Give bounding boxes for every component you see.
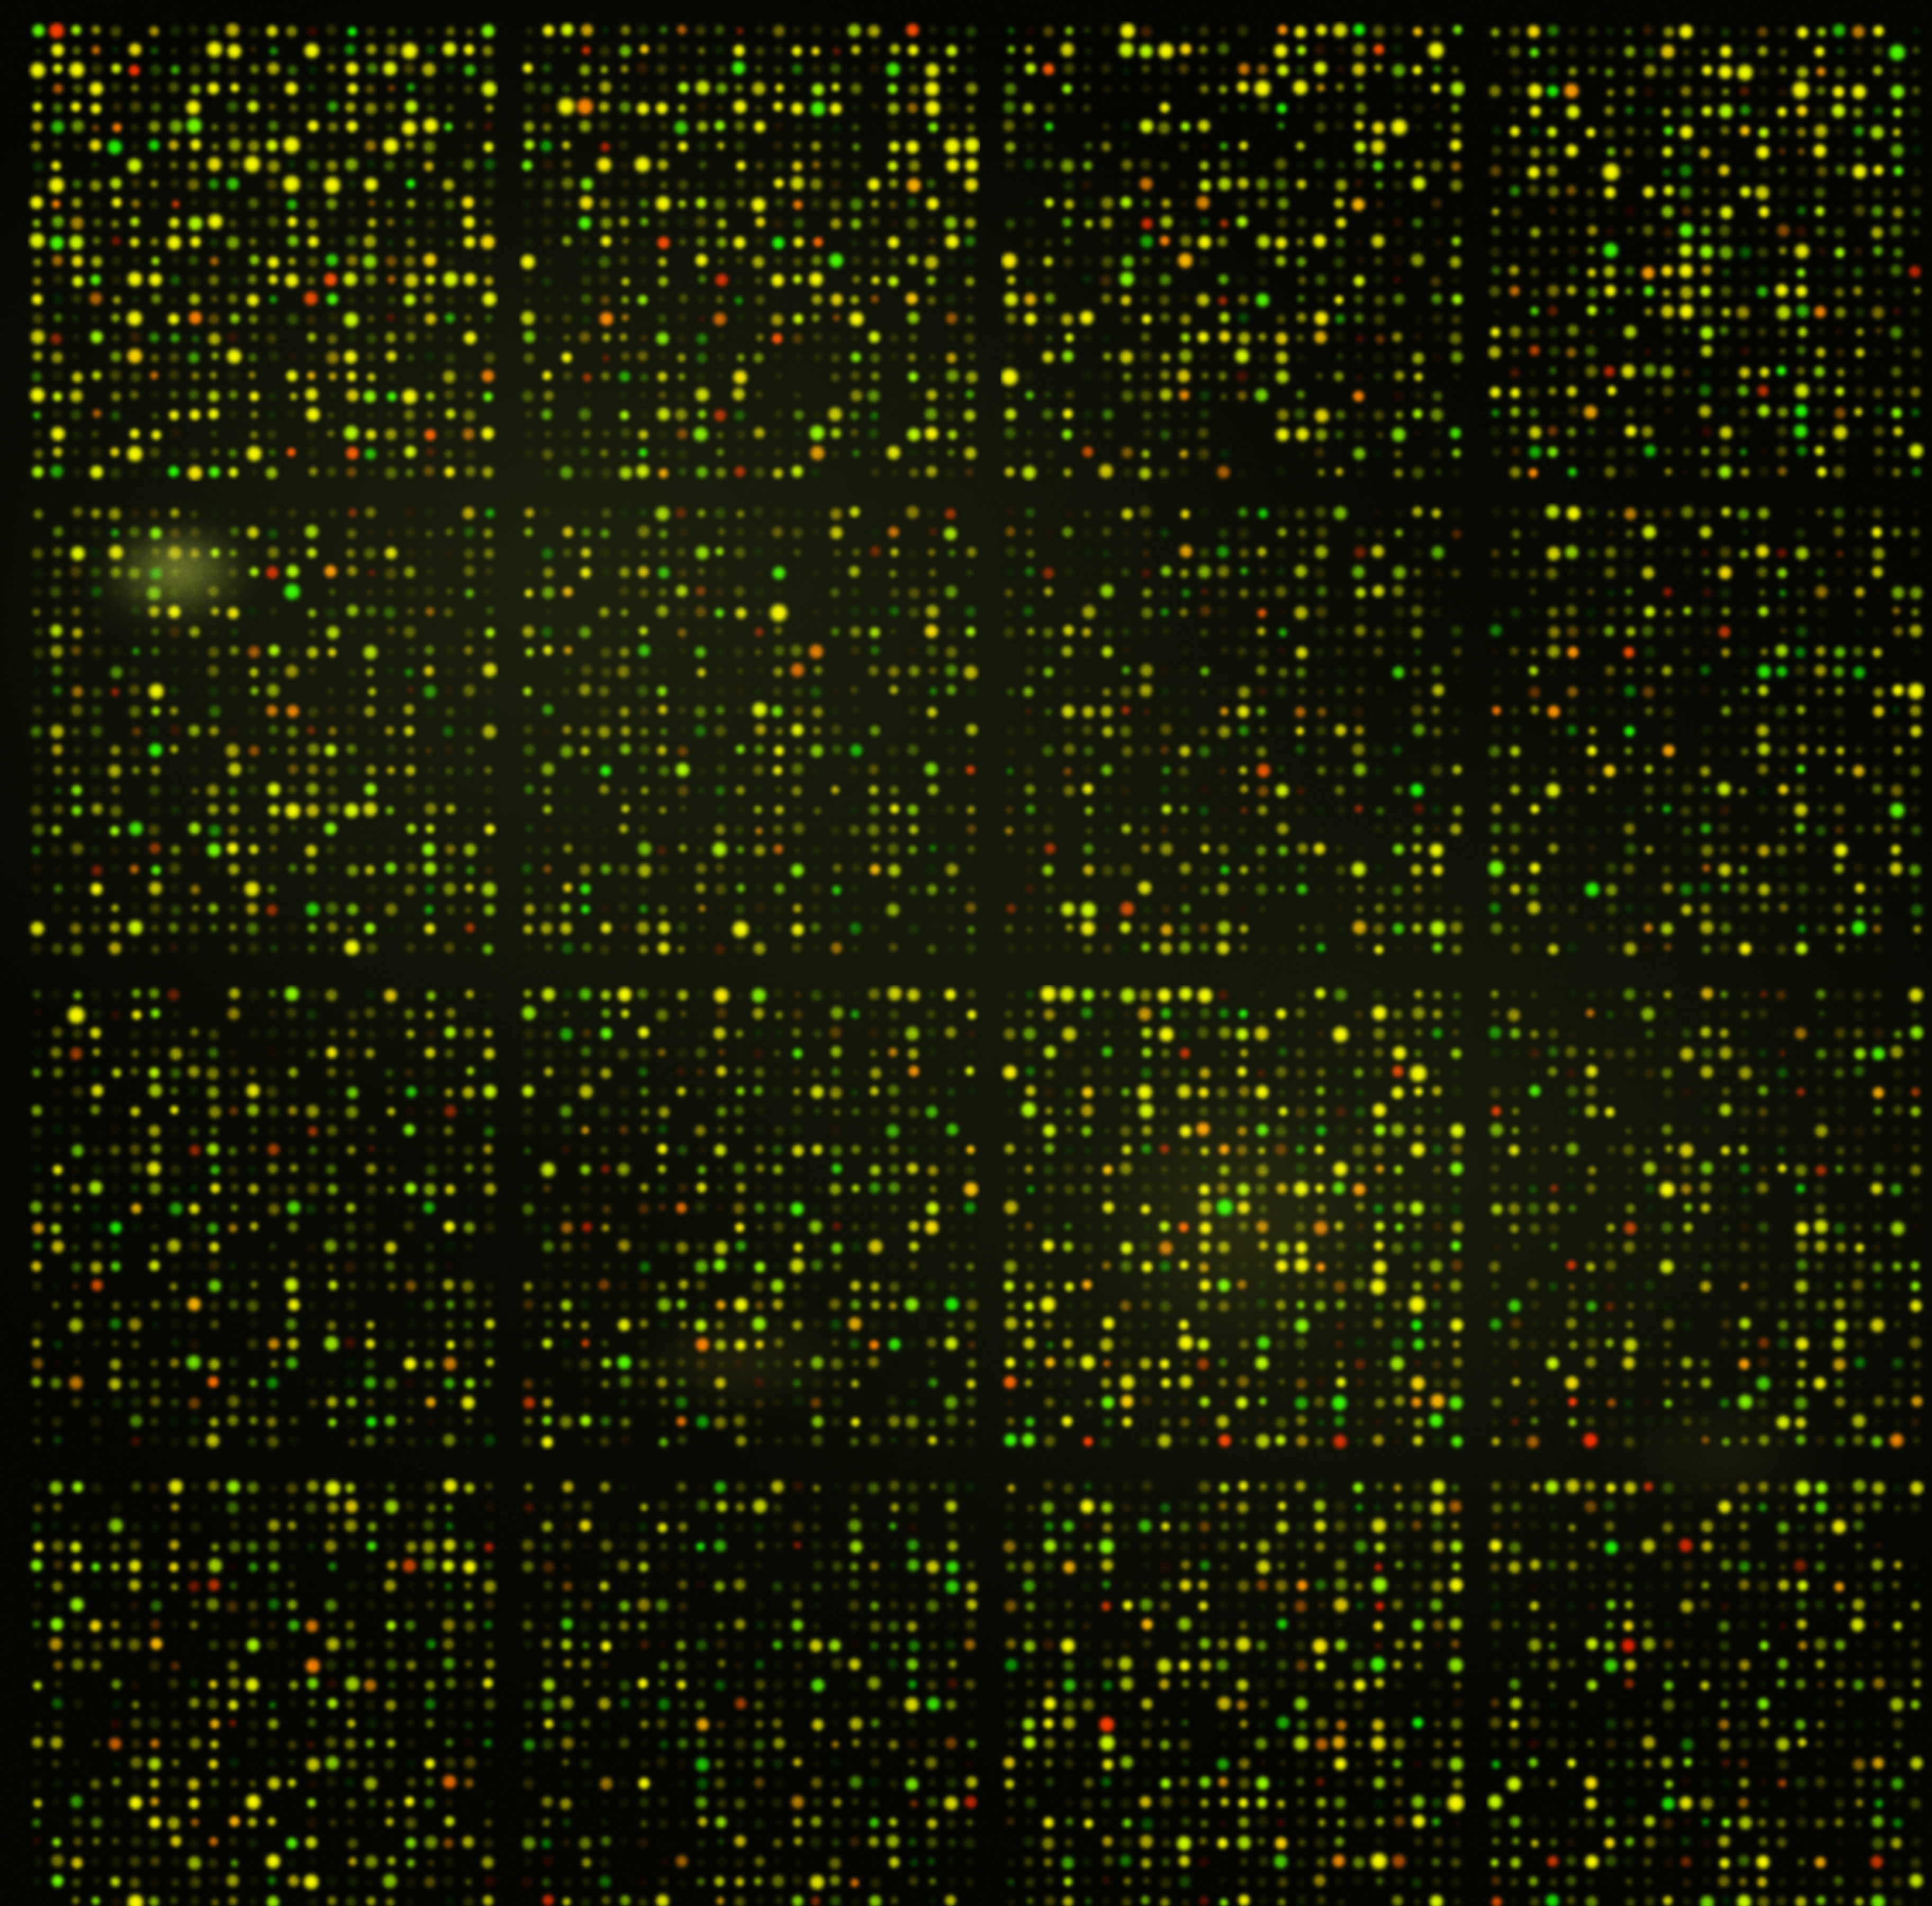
spot-grid-canvas — [28, 503, 499, 958]
spot-grid-canvas — [1486, 21, 1926, 482]
array-block-r3-c4 — [1486, 985, 1926, 1451]
spot-grid-canvas — [519, 503, 980, 958]
spot-grid-canvas — [1486, 985, 1926, 1451]
array-block-r3-c1 — [28, 985, 499, 1451]
array-block-r2-c2 — [519, 503, 980, 958]
spot-grid-canvas — [28, 21, 499, 482]
spot-grid-canvas — [1000, 21, 1466, 482]
array-block-r1-c1 — [28, 21, 499, 482]
spot-grid-canvas — [1000, 985, 1466, 1451]
array-block-r4-c4 — [1486, 1477, 1926, 1906]
spot-grid-canvas — [519, 985, 980, 1451]
array-block-r4-c1 — [28, 1477, 499, 1906]
array-block-r3-c3 — [1000, 985, 1466, 1451]
array-block-r2-c3 — [1000, 503, 1466, 958]
spot-grid-canvas — [28, 985, 499, 1451]
array-block-r1-c2 — [519, 21, 980, 482]
spot-grid-canvas — [28, 1477, 499, 1906]
spot-grid-canvas — [1000, 503, 1466, 958]
spot-grid-canvas — [1000, 1477, 1466, 1906]
spot-grid-canvas — [519, 21, 980, 482]
array-block-r4-c3 — [1000, 1477, 1466, 1906]
array-block-r2-c1 — [28, 503, 499, 958]
array-block-r3-c2 — [519, 985, 980, 1451]
array-block-r2-c4 — [1486, 503, 1926, 958]
spot-grid-canvas — [1486, 1477, 1926, 1906]
array-block-r1-c3 — [1000, 21, 1466, 482]
spot-grid-canvas — [1486, 503, 1926, 958]
array-block-r4-c2 — [519, 1477, 980, 1906]
spot-grid-canvas — [519, 1477, 980, 1906]
array-block-r1-c4 — [1486, 21, 1926, 482]
